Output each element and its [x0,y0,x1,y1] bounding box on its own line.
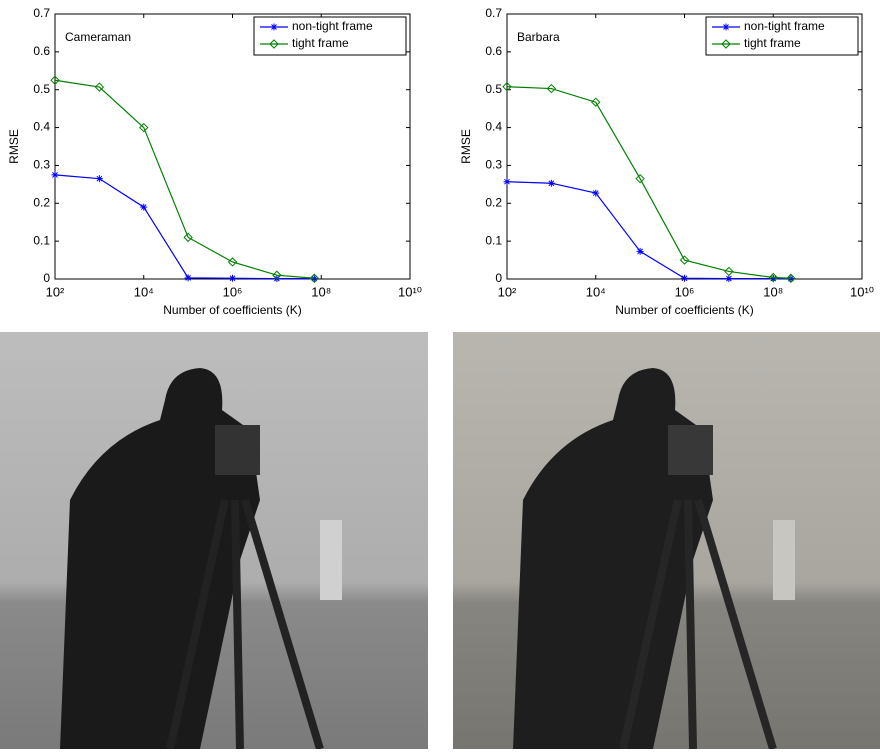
marker [139,122,149,133]
marker [51,171,59,179]
marker [310,275,318,283]
x-tick-label: 10⁴ [586,284,606,299]
chart: 0 0.1 0.2 0.3 0.4 0.5 0.6 0.7 10² 10⁴ 10⁶ 10⁸ 10¹⁰ Nu… [459,6,874,317]
legend-marker [721,39,731,49]
marker [786,273,796,283]
annotation: Barbara [517,30,560,44]
y-tick-label: 0.3 [33,158,50,172]
plot-area [506,13,863,280]
legend-label: tight frame [292,36,349,50]
annotation: Cameraman [65,30,131,44]
legend-marker [269,39,279,49]
y-tick-label: 0.1 [33,233,50,247]
x-tick-label: 10⁴ [134,284,154,299]
x-axis-label: Number of coefficients (K) [163,303,302,317]
y-axis-label: RMSE [7,129,21,164]
legend-marker [722,23,730,31]
marker [679,255,690,265]
legend-label: tight frame [744,36,801,50]
marker [50,75,60,85]
marker [546,83,557,94]
y-tick-label: 0.1 [485,233,502,247]
legend-label: non-tight frame [292,19,373,33]
legend-label: non-tight frame [744,19,825,33]
series-line [54,79,315,279]
y-tick-label: 0.5 [33,82,50,96]
legend-box [253,16,407,56]
marker [229,274,236,282]
x-tick-label: 10⁸ [311,284,331,299]
x-tick-label: 10⁶ [223,284,243,299]
y-tick-label: 0.6 [485,44,502,58]
marker [94,82,105,92]
photo-right [453,332,880,751]
y-tick-label: 0.7 [485,6,502,20]
marker [503,178,511,186]
legend-box [705,16,859,56]
marker [787,275,795,283]
marker [592,189,600,197]
marker [272,270,282,280]
marker [184,274,192,282]
marker [768,272,778,283]
y-axis-label: RMSE [459,129,473,164]
y-tick-label: 0.2 [485,195,502,209]
x-tick-label: 10⁸ [763,284,783,299]
x-tick-label: 10¹⁰ [398,284,422,299]
legend-marker [270,23,278,31]
chart: 0 0.1 0.2 0.3 0.4 0.5 0.6 0.7 10² 10⁴ 10⁶ 10⁸ 10¹⁰ Nu… [7,6,422,317]
marker [636,247,644,255]
x-axis-label: Number of coefficients (K) [615,303,754,317]
y-tick-label: 0 [43,271,50,285]
marker [227,257,238,267]
x-tick-label: 10² [46,284,65,299]
marker [635,173,645,184]
marker [309,273,320,283]
plot-area [54,13,411,280]
marker [95,175,103,183]
y-tick-label: 0.4 [33,120,50,134]
series-line [506,86,791,279]
marker [502,81,512,92]
y-tick-label: 0.7 [33,6,50,20]
x-tick-label: 10⁶ [675,284,695,299]
series-line [506,181,791,280]
marker [769,275,777,283]
y-tick-label: 0.3 [485,158,502,172]
marker [724,266,734,277]
marker [140,203,148,211]
x-tick-label: 10² [498,284,517,299]
marker [681,274,688,282]
y-tick-label: 0.6 [33,44,50,58]
x-tick-label: 10¹⁰ [850,284,874,299]
y-tick-label: 0.5 [485,82,502,96]
marker [725,275,733,283]
marker [183,232,193,243]
marker [591,97,601,107]
y-tick-label: 0 [495,271,502,285]
marker [547,179,555,187]
y-tick-label: 0.4 [485,120,502,134]
y-tick-label: 0.2 [33,195,50,209]
photo-left [0,332,428,751]
